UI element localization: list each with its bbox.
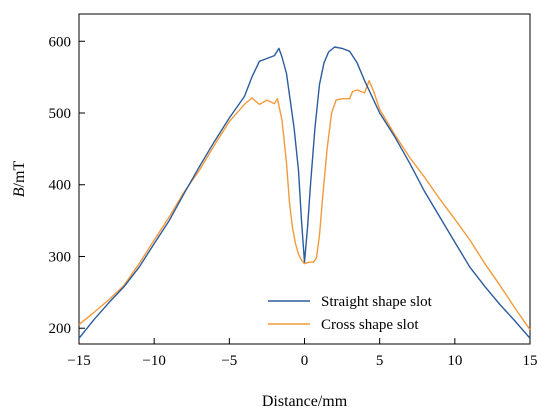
legend: Straight shape slot Cross shape slot — [268, 294, 433, 333]
y-axis-label-symbol: B — [11, 187, 28, 197]
y-tick-label: 400 — [49, 178, 72, 194]
x-tick-label: −5 — [221, 353, 237, 369]
legend-label-straight: Straight shape slot — [321, 294, 433, 310]
y-tick-label: 300 — [49, 249, 72, 265]
y-tick-label: 600 — [49, 34, 72, 50]
tick-labels: −15 −10 −5 0 5 10 15 200 300 400 500 600 — [49, 34, 538, 369]
y-tick-label: 500 — [49, 106, 72, 122]
x-tick-label: 5 — [376, 353, 384, 369]
x-tick-label: 10 — [447, 353, 462, 369]
y-axis-label: B/mT — [11, 161, 28, 198]
y-axis-label-unit: /mT — [11, 161, 28, 188]
series-line-cross-shape-slot — [78, 79, 531, 331]
x-tick-label: −15 — [67, 353, 90, 369]
x-tick-label: 15 — [523, 353, 538, 369]
plot-frame — [78, 13, 531, 345]
axis-ticks — [78, 40, 531, 344]
legend-label-cross: Cross shape slot — [321, 317, 419, 333]
series-line-straight-shape-slot — [78, 46, 531, 339]
x-axis-label: Distance/mm — [262, 393, 348, 410]
x-tick-label: −10 — [142, 353, 165, 369]
series-layer — [78, 46, 531, 339]
y-tick-label: 200 — [49, 321, 72, 337]
x-tick-label: 0 — [301, 353, 309, 369]
